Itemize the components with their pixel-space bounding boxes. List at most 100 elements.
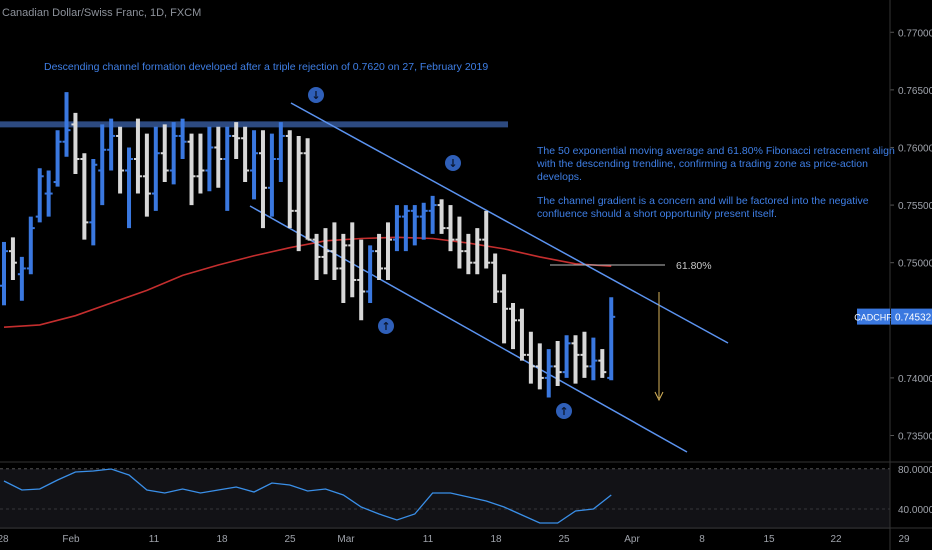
y-tick-label: 0.76000 bbox=[898, 143, 932, 154]
last-price-tag bbox=[891, 308, 932, 325]
ohlc-bar bbox=[98, 124, 107, 206]
markers: ↓ ↓ ↑ ↑ bbox=[308, 87, 664, 419]
ohlc-bar bbox=[580, 331, 589, 378]
ohlc-bar bbox=[35, 168, 44, 223]
ohlc-bar bbox=[169, 122, 178, 185]
ohlc-bar bbox=[330, 222, 339, 280]
ohlc-bar bbox=[357, 239, 366, 321]
ohlc-bar bbox=[375, 233, 384, 280]
oscillator-line bbox=[3, 468, 612, 524]
y-tick-label: 0.76500 bbox=[898, 86, 932, 97]
channel-upper-line bbox=[290, 102, 729, 344]
ohlc-bar bbox=[187, 133, 196, 206]
x-tick-label: 29 bbox=[898, 534, 910, 545]
ohlc-bar bbox=[544, 349, 553, 398]
ohlc-bar bbox=[303, 138, 312, 241]
ohlc-bar bbox=[196, 133, 205, 194]
projection-arrow-head bbox=[654, 391, 664, 402]
ohlc-bar bbox=[607, 297, 616, 381]
x-tick-label: Mar bbox=[337, 534, 355, 545]
chart-title: Canadian Dollar/Swiss Franc, 1D, FXCM bbox=[2, 7, 202, 19]
ohlc-bar bbox=[419, 202, 428, 240]
annotation-right-1: The 50 exponential moving average and 61… bbox=[537, 145, 895, 183]
annotation-right: The 50 exponential moving average and 61… bbox=[537, 145, 897, 232]
ohlc-bar bbox=[44, 170, 53, 217]
up-arrow-icon-circle bbox=[378, 318, 394, 334]
ohlc-bar bbox=[53, 130, 62, 187]
osc-tick-label: 80.0000 bbox=[898, 465, 932, 476]
ohlc-bar bbox=[241, 126, 250, 183]
ohlc-bar bbox=[366, 245, 375, 304]
fib-label: 61.80% bbox=[676, 260, 712, 272]
ema-50-path bbox=[3, 236, 612, 329]
ohlc-bar bbox=[294, 135, 303, 252]
ohlc-bar bbox=[125, 147, 134, 229]
up-arrow-icon-circle bbox=[556, 403, 572, 419]
ohlc-bar bbox=[589, 337, 598, 381]
up-arrow-icon: ↑ bbox=[378, 318, 394, 334]
down-arrow-icon-circle bbox=[445, 155, 461, 171]
x-tick-label: 25 bbox=[284, 534, 296, 545]
descending-channel: 61.80% bbox=[249, 102, 729, 453]
ohlc-bar bbox=[526, 331, 535, 384]
ohlc-bar bbox=[267, 133, 276, 217]
ohlc-bar bbox=[571, 335, 580, 384]
x-tick-label: 18 bbox=[490, 534, 502, 545]
down-arrow-icon: ↓ bbox=[308, 87, 324, 103]
osc-band bbox=[0, 469, 890, 529]
ohlc-bar bbox=[116, 126, 125, 194]
ohlc-bar bbox=[142, 133, 151, 217]
ohlc-bar bbox=[348, 222, 357, 298]
x-tick-label: 11 bbox=[423, 534, 434, 545]
ohlc-bar bbox=[276, 122, 285, 183]
ohlc-bar bbox=[491, 253, 500, 304]
ohlc-bar bbox=[62, 92, 71, 157]
ohlc-bar bbox=[509, 303, 518, 350]
ohlc-bar bbox=[562, 335, 571, 378]
down-arrow-icon: ↓ bbox=[445, 155, 461, 171]
ohlc-bar bbox=[410, 205, 419, 246]
ohlc-bar bbox=[339, 233, 348, 304]
ohlc-bar bbox=[214, 126, 223, 188]
up-arrow-icon: ↑ bbox=[556, 403, 572, 419]
ohlc-bar bbox=[446, 205, 455, 252]
channel-lower-line bbox=[249, 205, 688, 453]
x-tick-label: 22 bbox=[830, 534, 842, 545]
x-tick-label: 15 bbox=[763, 534, 775, 545]
ohlc-bar bbox=[178, 118, 187, 159]
ohlc-bar bbox=[285, 130, 294, 229]
last-price-label: 0.74532 bbox=[895, 313, 932, 324]
ohlc-bar bbox=[455, 216, 464, 269]
ohlc-bar bbox=[133, 118, 142, 194]
price-candles bbox=[0, 92, 616, 398]
osc-tick-label: 40.0000 bbox=[898, 505, 932, 516]
annotation-top: Descending channel formation developed a… bbox=[44, 61, 489, 73]
y-tick-label: 0.75500 bbox=[898, 201, 932, 212]
ohlc-bar bbox=[401, 205, 410, 252]
down-arrow-icon-glyph: ↓ bbox=[448, 157, 457, 170]
x-tick-label: 11 bbox=[149, 534, 160, 545]
ohlc-bar bbox=[598, 349, 607, 378]
y-tick-label: 0.74000 bbox=[898, 374, 932, 385]
ohlc-bar bbox=[258, 130, 267, 229]
down-arrow-icon-circle bbox=[308, 87, 324, 103]
ohlc-bar bbox=[321, 228, 330, 275]
ohlc-bar bbox=[107, 118, 116, 171]
ohlc-bar bbox=[437, 199, 446, 234]
ohlc-bar bbox=[71, 112, 80, 174]
ohlc-bar bbox=[160, 124, 169, 183]
y-tick-label: 0.75000 bbox=[898, 259, 932, 270]
x-tick-label: Apr bbox=[624, 534, 640, 545]
ema-50-line bbox=[3, 236, 612, 329]
oscillator-panel: 80.0000 40.0000 bbox=[0, 465, 932, 529]
y-tick-label: 0.77000 bbox=[898, 28, 932, 39]
ohlc-bar bbox=[473, 228, 482, 275]
ohlc-bar bbox=[0, 241, 8, 306]
x-tick-label: 18 bbox=[216, 534, 228, 545]
ohlc-bar bbox=[428, 195, 437, 234]
ohlc-bar bbox=[151, 126, 160, 211]
x-tick-label: 25 bbox=[558, 534, 570, 545]
down-arrow-icon-glyph: ↓ bbox=[311, 89, 320, 102]
